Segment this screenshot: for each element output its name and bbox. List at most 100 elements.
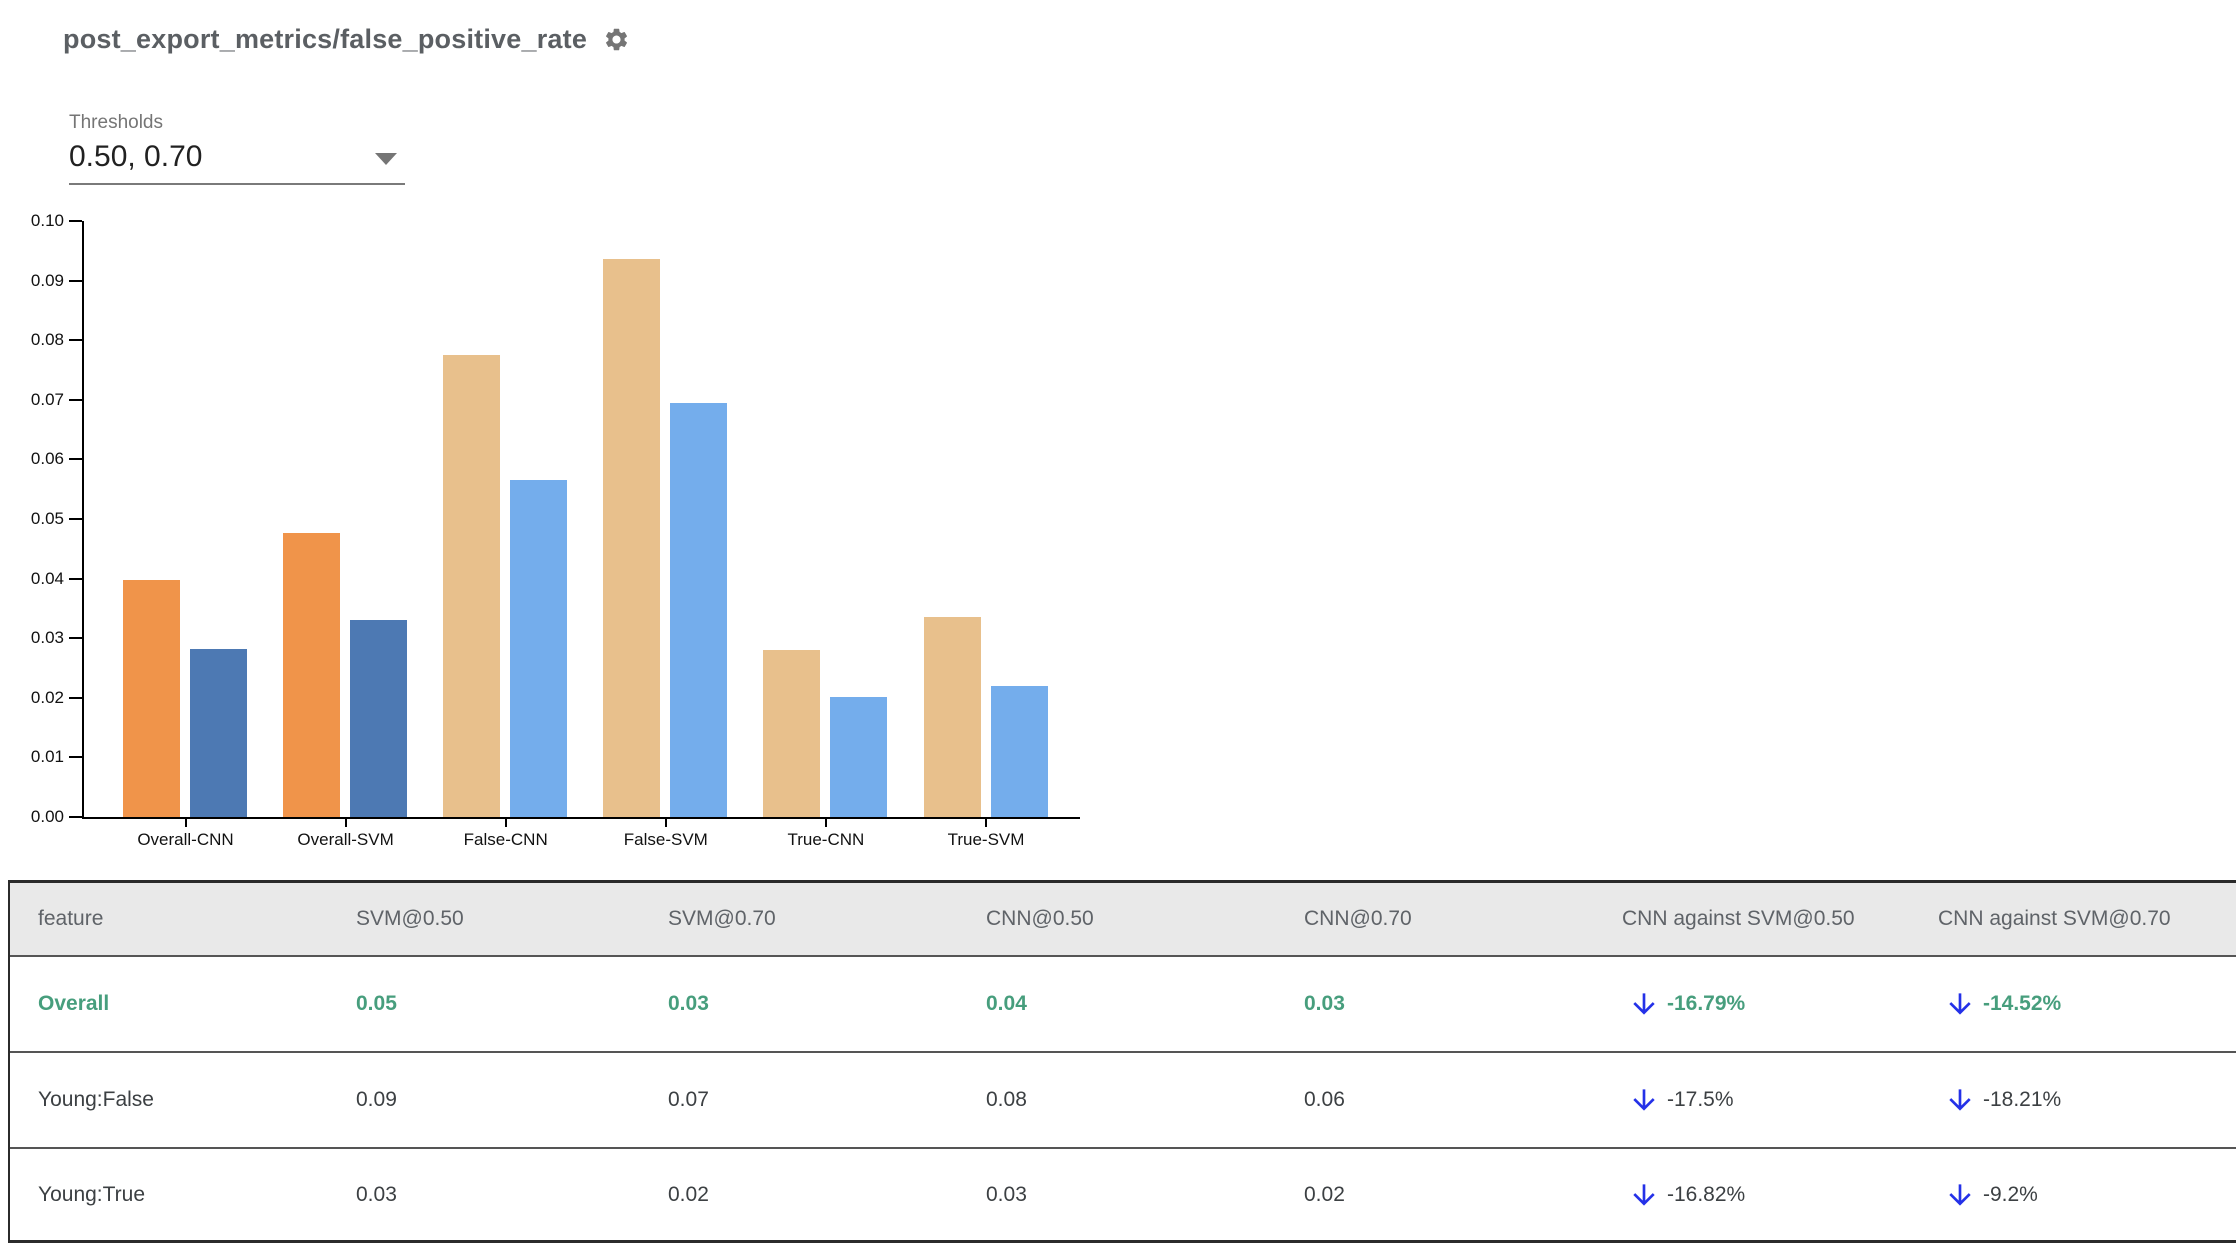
value-cell-SVM@0.50: 0.03 (356, 1182, 397, 1206)
value-cell-CNN@0.50: 0.08 (986, 1088, 1027, 1111)
chevron-down-icon (375, 153, 397, 165)
bar-Overall-CNN-50[interactable] (123, 580, 180, 817)
table-body: Overall 0.05 0.03 0.04 0.03 -16.79% -14.52% You… (10, 957, 2236, 1240)
bar-True-CNN-50[interactable] (763, 650, 821, 817)
delta-value: -16.82% (1667, 1182, 1746, 1206)
y-tick-mark (69, 518, 82, 520)
x-axis-label-Overall-CNN: Overall-CNN (137, 830, 234, 849)
column-header-CNN@0.50: CNN@0.50 (986, 907, 1094, 930)
y-tick-mark (69, 458, 82, 461)
value-cell-CNN@0.50: 0.04 (986, 992, 1027, 1015)
x-tick-mark (664, 819, 667, 827)
bar-True-CNN-70[interactable] (830, 697, 888, 817)
column-header-feature: feature (38, 907, 104, 930)
thresholds-value: 0.50, 0.70 (69, 140, 203, 173)
delta-cell-CNN against SVM@0.50: -16.79% (1622, 988, 1938, 1020)
gear-icon[interactable] (603, 26, 630, 53)
column-header-SVM@0.50: SVM@0.50 (356, 907, 464, 930)
y-tick-label: 0.05 (30, 509, 64, 528)
bar-False-CNN-70[interactable] (510, 480, 568, 817)
arrow-down-icon (1949, 993, 1971, 1015)
delta-cell-CNN against SVM@0.70: -9.2% (1938, 1179, 2236, 1211)
y-tick-label: 0.07 (30, 389, 64, 409)
arrow-down-icon (1633, 1183, 1655, 1206)
feature-cell: Young:False (38, 1088, 154, 1111)
delta-value: -9.2% (1983, 1182, 2038, 1206)
y-tick-mark (69, 577, 82, 580)
thresholds-dropdown[interactable]: Thresholds 0.50, 0.70 (69, 112, 405, 185)
value-cell-SVM@0.50: 0.09 (356, 1088, 397, 1111)
feature-cell: Overall (38, 992, 110, 1015)
metric-title-row: post_export_metrics/false_positive_rate (63, 24, 630, 55)
y-tick-label: 0.04 (30, 568, 64, 588)
y-tick-mark (69, 756, 82, 759)
value-cell-SVM@0.50: 0.05 (356, 992, 397, 1015)
y-tick-label: 0.06 (30, 449, 64, 469)
y-tick-label: 0.00 (30, 807, 64, 826)
x-tick-mark (824, 819, 827, 827)
bar-chart: 0.00 0.01 0.02 0.03 0.04 0.05 0.06 0.07 0.08 0.09… (0, 0, 1110, 875)
x-axis-label-True-CNN: True-CNN (787, 830, 865, 849)
metrics-table: feature SVM@0.50 SVM@0.70 CNN@0.50 CNN@0.70 C… (8, 880, 2236, 1243)
column-header-CNN against SVM@0.70: CNN against SVM@0.70 (1938, 907, 2171, 930)
y-axis-line (82, 221, 84, 819)
value-cell-CNN@0.70: 0.02 (1304, 1182, 1345, 1206)
bar-False-CNN-50[interactable] (443, 355, 501, 817)
bar-True-SVM-50[interactable] (923, 617, 981, 817)
y-tick-mark (69, 220, 82, 222)
arrow-down-icon (1949, 1089, 1971, 1111)
column-header-CNN@0.70: CNN@0.70 (1304, 907, 1412, 930)
column-header-CNN against SVM@0.50: CNN against SVM@0.50 (1622, 907, 1855, 930)
y-tick-label: 0.08 (30, 330, 64, 350)
bar-False-SVM-70[interactable] (670, 403, 728, 817)
y-tick-mark (69, 696, 82, 699)
delta-value: -14.52% (1983, 992, 2062, 1015)
table-row-Overall[interactable]: Overall 0.05 0.03 0.04 0.03 -16.79% -14.52% (10, 957, 2236, 1053)
y-tick-mark (69, 637, 82, 640)
x-axis-label-False-CNN: False-CNN (463, 830, 548, 849)
arrow-down-icon (1633, 1089, 1655, 1111)
y-tick-label: 0.01 (30, 747, 64, 767)
column-header-SVM@0.70: SVM@0.70 (668, 907, 776, 930)
bar-Overall-CNN-70[interactable] (190, 649, 247, 817)
delta-cell-CNN against SVM@0.50: -17.5% (1622, 1084, 1938, 1116)
feature-cell: Young:True (38, 1182, 146, 1206)
bar-Overall-SVM-70[interactable] (350, 620, 408, 817)
bar-Overall-SVM-50[interactable] (283, 533, 341, 817)
delta-cell-CNN against SVM@0.70: -18.21% (1938, 1084, 2236, 1116)
y-tick-label: 0.02 (30, 687, 64, 707)
y-tick-mark (69, 816, 82, 818)
y-tick-label: 0.10 (30, 211, 64, 230)
page-title: post_export_metrics/false_positive_rate (63, 24, 588, 54)
bar-False-SVM-50[interactable] (603, 259, 661, 817)
value-cell-CNN@0.50: 0.03 (986, 1182, 1027, 1206)
y-tick-label: 0.09 (30, 270, 64, 290)
delta-value: -16.79% (1667, 992, 1746, 1015)
y-tick-label: 0.03 (30, 628, 64, 648)
thresholds-label: Thresholds (69, 112, 163, 133)
x-tick-mark (344, 819, 347, 827)
y-tick-mark (69, 398, 82, 401)
arrow-down-icon (1949, 1183, 1971, 1206)
x-tick-mark (985, 819, 987, 827)
value-cell-CNN@0.70: 0.06 (1304, 1088, 1345, 1111)
arrow-down-icon (1633, 993, 1655, 1015)
delta-cell-CNN against SVM@0.50: -16.82% (1622, 1179, 1938, 1211)
x-tick-mark (504, 819, 507, 827)
table-row-Young:False[interactable]: Young:False 0.09 0.07 0.08 0.06 -17.5% -18.21% (10, 1053, 2236, 1149)
value-cell-CNN@0.70: 0.03 (1304, 992, 1345, 1015)
y-tick-mark (69, 339, 82, 342)
value-cell-SVM@0.70: 0.03 (668, 992, 709, 1015)
x-tick-mark (184, 819, 187, 827)
table-header-row: feature SVM@0.50 SVM@0.70 CNN@0.50 CNN@0.70 C… (10, 883, 2236, 957)
x-axis-line (82, 817, 1080, 819)
bar-True-SVM-70[interactable] (990, 686, 1048, 817)
x-axis-label-Overall-SVM: Overall-SVM (297, 830, 394, 849)
x-axis-label-False-SVM: False-SVM (623, 830, 708, 849)
delta-value: -18.21% (1983, 1088, 2062, 1111)
thresholds-select[interactable]: 0.50, 0.70 (69, 140, 405, 185)
value-cell-SVM@0.70: 0.02 (668, 1182, 709, 1206)
table-row-Young:True[interactable]: Young:True 0.03 0.02 0.03 0.02 -16.82% -9.2% (10, 1149, 2236, 1240)
delta-cell-CNN against SVM@0.70: -14.52% (1938, 988, 2236, 1020)
